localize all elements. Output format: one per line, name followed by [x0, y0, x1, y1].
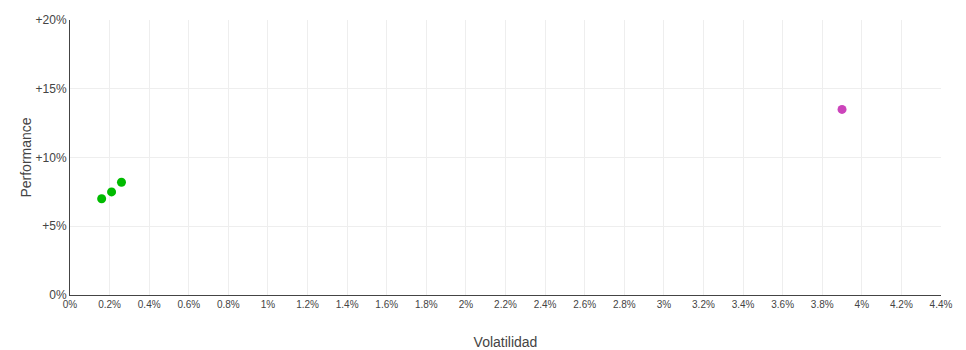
svg-text:1.4%: 1.4%: [336, 299, 359, 310]
svg-text:+5%: +5%: [42, 219, 67, 233]
svg-text:+15%: +15%: [36, 82, 67, 96]
svg-text:4.4%: 4.4%: [930, 299, 953, 310]
svg-text:Performance: Performance: [18, 117, 34, 197]
svg-text:+20%: +20%: [36, 13, 67, 27]
svg-text:4%: 4%: [855, 299, 870, 310]
svg-text:+10%: +10%: [36, 151, 67, 165]
svg-text:3%: 3%: [657, 299, 672, 310]
svg-text:1.2%: 1.2%: [296, 299, 319, 310]
svg-text:0%: 0%: [63, 299, 78, 310]
svg-text:1.8%: 1.8%: [415, 299, 438, 310]
svg-text:3.2%: 3.2%: [692, 299, 715, 310]
svg-text:3.6%: 3.6%: [771, 299, 794, 310]
svg-text:1%: 1%: [261, 299, 276, 310]
svg-text:0%: 0%: [49, 288, 67, 302]
svg-text:0.6%: 0.6%: [177, 299, 200, 310]
svg-text:0.8%: 0.8%: [217, 299, 240, 310]
svg-text:3.4%: 3.4%: [732, 299, 755, 310]
svg-text:Volatilidad: Volatilidad: [474, 334, 538, 350]
svg-text:2.4%: 2.4%: [534, 299, 557, 310]
svg-text:2.6%: 2.6%: [573, 299, 596, 310]
svg-text:2.2%: 2.2%: [494, 299, 517, 310]
svg-text:2.8%: 2.8%: [613, 299, 636, 310]
svg-text:0.2%: 0.2%: [98, 299, 121, 310]
svg-text:3.8%: 3.8%: [811, 299, 834, 310]
svg-text:1.6%: 1.6%: [375, 299, 398, 310]
svg-text:4.2%: 4.2%: [890, 299, 913, 310]
svg-text:2%: 2%: [459, 299, 474, 310]
svg-text:0.4%: 0.4%: [138, 299, 161, 310]
